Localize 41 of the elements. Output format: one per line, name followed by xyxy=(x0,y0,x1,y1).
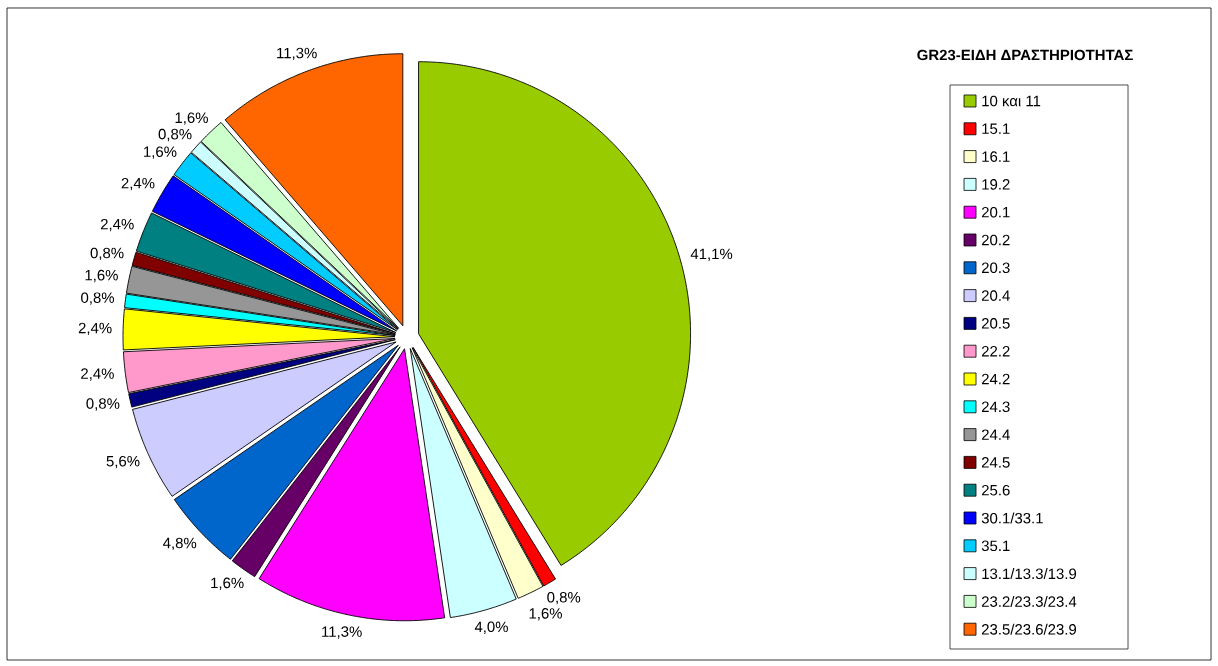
data-label: 2,4% xyxy=(100,218,134,232)
data-label: 1,6% xyxy=(175,112,208,125)
data-label: 4,0% xyxy=(474,621,508,634)
legend-label: 23.2/23.3/23.4 xyxy=(981,595,1077,607)
data-label: 0,8% xyxy=(547,591,581,605)
legend-label: 20.4 xyxy=(981,290,1010,301)
legend-label: 13.1/13.3/13.9 xyxy=(982,568,1077,580)
data-label: 1,6% xyxy=(211,577,244,590)
legend-label: 20.3 xyxy=(981,262,1010,274)
legend-label: 24.2 xyxy=(981,373,1010,385)
legend-label: 20.5 xyxy=(981,318,1010,329)
data-label: 4,8% xyxy=(163,537,197,551)
legend-label: 20.2 xyxy=(981,234,1010,246)
legend-label: 10 και 11 xyxy=(982,95,1041,107)
data-label: 0,8% xyxy=(86,398,120,411)
legend-label: 30.1/33.1 xyxy=(981,512,1043,524)
data-label: 5,6% xyxy=(106,455,140,469)
data-label: 1,6% xyxy=(144,146,177,159)
data-label: 1,6% xyxy=(85,269,118,283)
data-label: 11,3% xyxy=(322,626,362,639)
data-label: 1,6% xyxy=(529,608,562,621)
legend-label: 24.4 xyxy=(981,429,1010,440)
legend-label: 23.5/23.6/23.9 xyxy=(981,623,1077,635)
data-label: 0,8% xyxy=(90,247,124,261)
chart-title: GR23-ΕΙΔΗ ΔΡΑΣΤΗΡΙΟΤΗΤΑΣ xyxy=(917,49,1133,61)
data-label: 0,8% xyxy=(158,128,192,142)
data-label: 0,8% xyxy=(81,292,115,305)
legend-label: 24.5 xyxy=(981,457,1010,468)
legend-label: 15.1 xyxy=(982,123,1010,134)
legend-label: 20.1 xyxy=(981,206,1010,218)
data-label: 2,4% xyxy=(121,177,155,191)
legend-label: 16.1 xyxy=(982,151,1010,162)
legend-label: 35.1 xyxy=(981,540,1010,552)
legend-label: 25.6 xyxy=(981,484,1010,496)
legend-label: 24.3 xyxy=(981,401,1010,413)
data-label: 11,3% xyxy=(277,47,317,61)
data-label: 2,4% xyxy=(78,322,112,336)
legend-label: 22.2 xyxy=(981,345,1010,357)
data-label: 2,4% xyxy=(81,368,114,381)
legend-label: 19.2 xyxy=(982,179,1010,190)
data-label: 41,1% xyxy=(690,248,733,261)
